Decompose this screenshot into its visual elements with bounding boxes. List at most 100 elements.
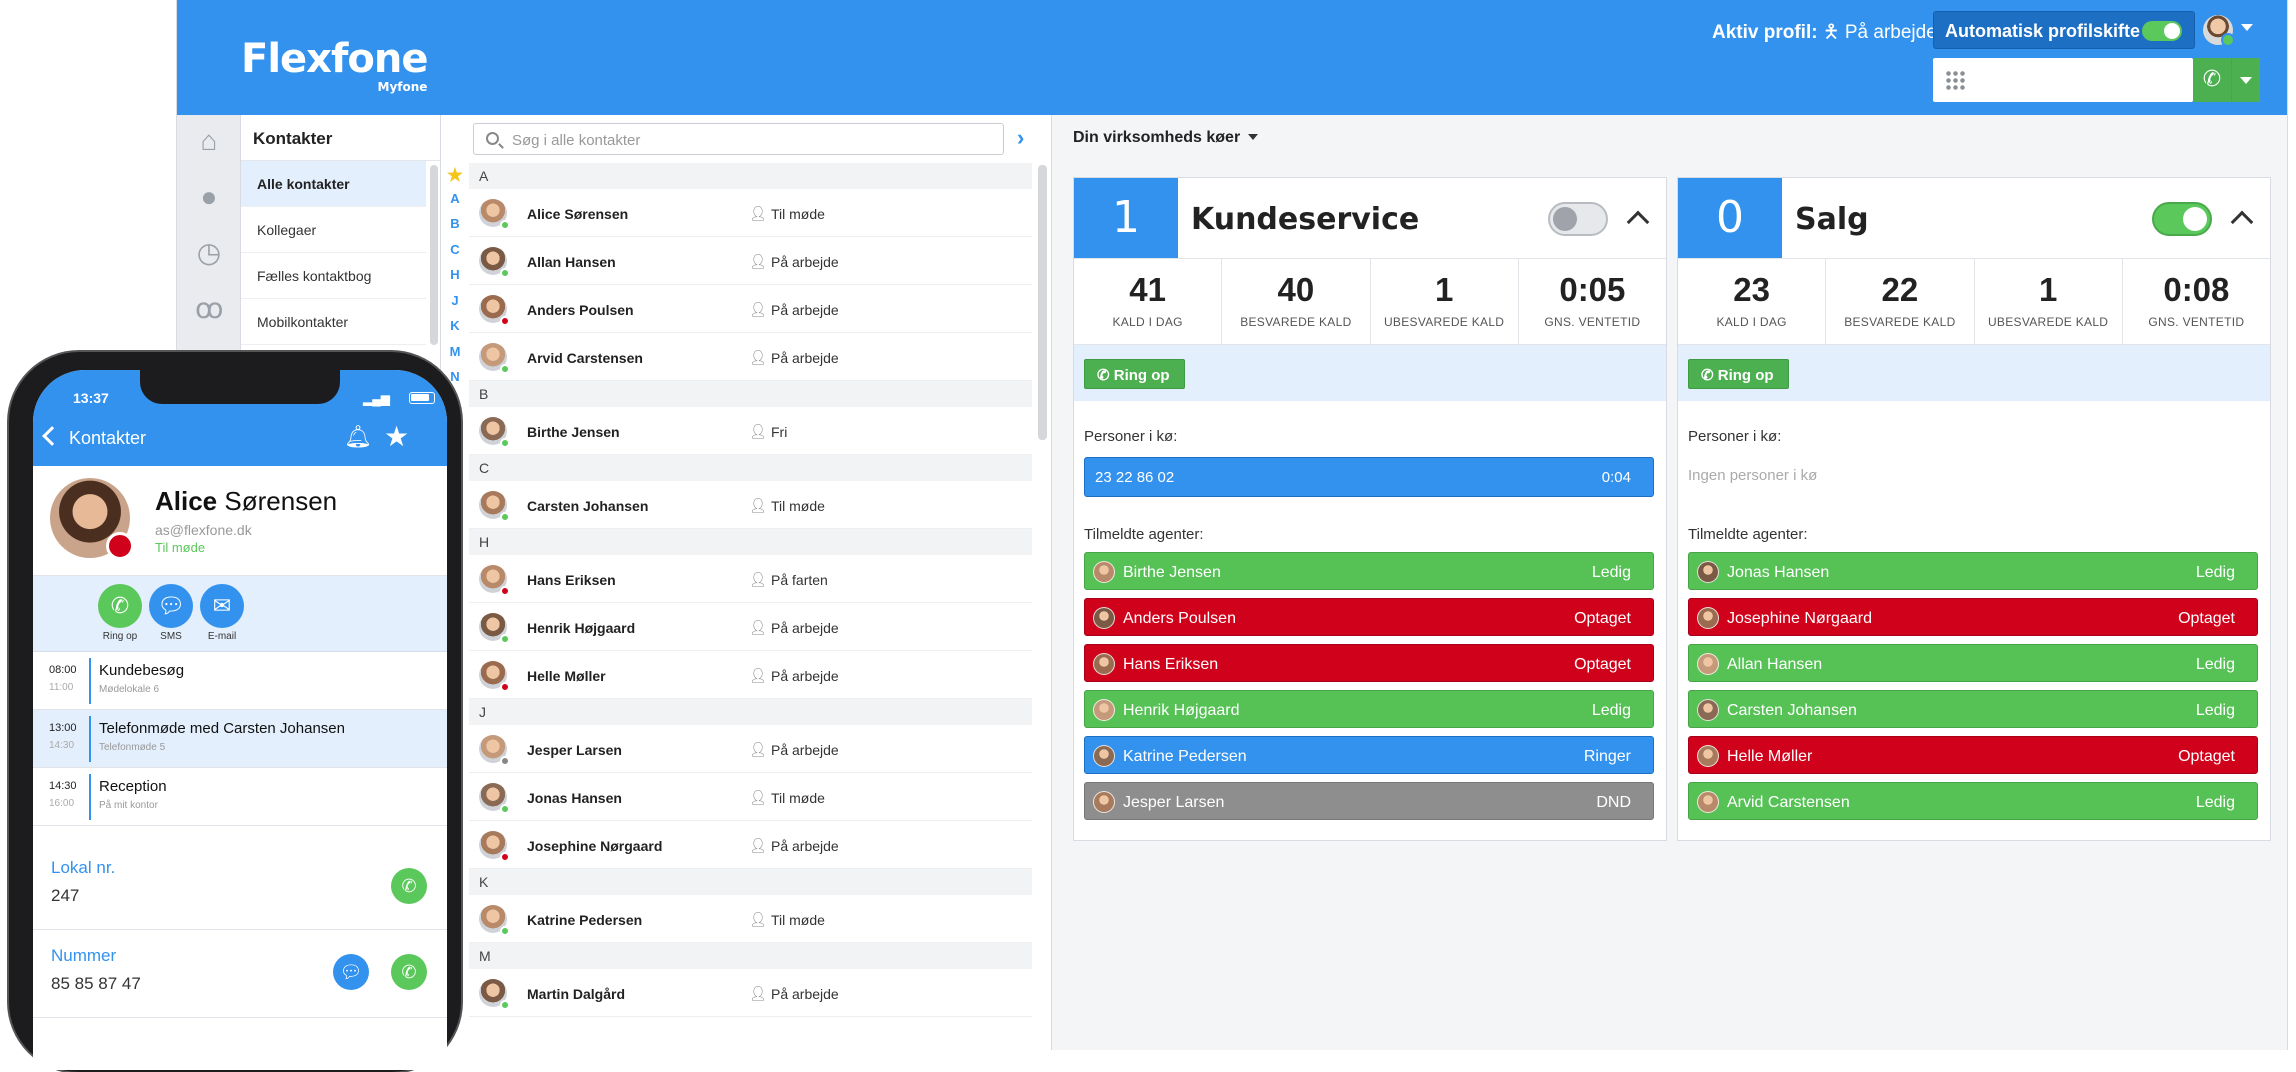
agent-row[interactable]: Birthe Jensen Ledig	[1084, 552, 1654, 590]
presence-dot	[500, 1000, 510, 1010]
dial-options-button[interactable]	[2232, 58, 2260, 102]
queues-header[interactable]: Din virksomheds køer	[1073, 129, 1258, 147]
chevron-up-icon[interactable]	[2230, 210, 2254, 234]
alphabet-letter[interactable]: B	[450, 216, 460, 231]
chevron-up-icon[interactable]	[1626, 210, 1650, 234]
agent-row[interactable]: Allan Hansen Ledig	[1688, 644, 2258, 682]
contact-row[interactable]: Katrine Pedersen 👤︎ Til møde	[469, 895, 1032, 943]
contact-name: Anders Poulsen	[527, 302, 634, 318]
call-number-button[interactable]: ✆	[391, 954, 427, 990]
contact-row[interactable]: Helle Møller 👤︎ På arbejde	[469, 651, 1032, 699]
favorites-star-icon[interactable]: ★	[446, 165, 464, 185]
agent-row[interactable]: Josephine Nørgaard Optaget	[1688, 598, 2258, 636]
contact-row[interactable]: Allan Hansen 👤︎ På arbejde	[469, 237, 1032, 285]
presence-dot	[500, 364, 510, 374]
avatar[interactable]	[2203, 15, 2235, 47]
dialer-input[interactable]	[1933, 58, 2193, 102]
search-input[interactable]: Søg i alle kontakter	[473, 123, 1004, 155]
agent-row[interactable]: Helle Møller Optaget	[1688, 736, 2258, 774]
contacts-icon[interactable]: ●	[200, 181, 218, 212]
agent-row[interactable]: Arvid Carstensen Ledig	[1688, 782, 2258, 820]
alphabet-letter[interactable]: M	[449, 343, 461, 359]
person-icon: 👤︎	[749, 571, 767, 587]
section-header: C	[469, 455, 1032, 481]
alphabet-letter[interactable]: A	[450, 190, 460, 206]
back-button[interactable]: Kontakter	[45, 428, 146, 449]
bell-icon[interactable]: 🔔︎	[344, 424, 372, 449]
avatar	[1697, 745, 1719, 767]
agent-row[interactable]: Jesper Larsen DND	[1084, 782, 1654, 820]
contact-name: Alice Sørensen	[155, 486, 338, 516]
queue-toggle[interactable]	[2152, 202, 2212, 236]
presence-dot	[500, 682, 510, 692]
scrollbar[interactable]	[1038, 165, 1047, 440]
contact-row[interactable]: Jesper Larsen 👤︎ På arbejde	[469, 725, 1032, 773]
active-profile[interactable]: Aktiv profil: 🯅 På arbejde	[1712, 22, 1937, 43]
alphabet-letter[interactable]: K	[450, 318, 460, 333]
phone-icon[interactable]: ✆	[98, 584, 142, 628]
contact-row[interactable]: Arvid Carstensen 👤︎ På arbejde	[469, 333, 1032, 381]
nav-item-all[interactable]: Alle kontakter	[241, 161, 426, 207]
mail-icon[interactable]: ✉	[200, 584, 244, 628]
contact-name: Helle Møller	[527, 668, 606, 684]
auto-profile-switch[interactable]: Automatisk profilskifte	[1933, 11, 2195, 49]
alphabet-letter[interactable]: C	[450, 241, 460, 257]
contact-row[interactable]: Hans Eriksen 👤︎ På farten	[469, 555, 1032, 603]
scrollbar[interactable]	[430, 165, 438, 345]
chat-icon[interactable]: 💬︎	[149, 584, 193, 628]
chevron-down-icon[interactable]	[2241, 24, 2253, 37]
sms-number-button[interactable]: 💬︎	[333, 954, 369, 990]
alphabet-letter[interactable]: J	[451, 292, 459, 308]
agent-row[interactable]: Jonas Hansen Ledig	[1688, 552, 2258, 590]
person-icon: 👤︎	[749, 741, 767, 757]
contact-row[interactable]: Alice Sørensen 👤︎ Til møde	[469, 189, 1032, 237]
agent-row[interactable]: Katrine Pedersen Ringer	[1084, 736, 1654, 774]
call-local-button[interactable]: ✆	[391, 868, 427, 904]
waiting-caller[interactable]: 23 22 86 02 0:04	[1084, 457, 1654, 497]
chevron-right-icon[interactable]: ›	[1017, 125, 1025, 150]
calendar-event[interactable]: 08:00 11:00 Kundebesøg Mødelokale 6	[33, 652, 447, 710]
contact-row[interactable]: Carsten Johansen 👤︎ Til møde	[469, 481, 1032, 529]
dial-button[interactable]: ✆	[2193, 58, 2231, 102]
avatar	[1093, 745, 1115, 767]
calendar-event[interactable]: 14:30 16:00 Reception På mit kontor	[33, 768, 447, 826]
call-action[interactable]: ✆ Ring op	[85, 584, 155, 642]
contact-name: Josephine Nørgaard	[527, 838, 663, 854]
calendar-event[interactable]: 13:00 14:30 Telefonmøde med Carsten Johan…	[33, 710, 447, 768]
agent-row[interactable]: Carsten Johansen Ledig	[1688, 690, 2258, 728]
nav-item-colleagues[interactable]: Kollegaer	[241, 207, 426, 253]
contact-row[interactable]: Henrik Højgaard 👤︎ På arbejde	[469, 603, 1032, 651]
ring-op-button[interactable]: ✆ Ring op	[1084, 359, 1185, 389]
history-icon[interactable]: ◷	[196, 237, 222, 268]
contact-status: På arbejde	[771, 742, 839, 758]
alphabet-letter[interactable]: H	[450, 267, 460, 282]
star-icon[interactable]: ★	[384, 421, 410, 452]
agent-list: Birthe Jensen Ledig Anders Poulsen Optaget H…	[1084, 552, 1654, 828]
contact-row[interactable]: Josephine Nørgaard 👤︎ På arbejde	[469, 821, 1032, 869]
email-action[interactable]: ✉ E-mail	[187, 584, 257, 642]
voicemail-icon[interactable]: ꝏ	[195, 293, 224, 324]
queue-card: 1 Kundeservice 41 KALD I DAG 40 BESVAREDE K…	[1073, 177, 1667, 841]
phone-icon: ✆	[1097, 367, 1110, 384]
contact-row[interactable]: Anders Poulsen 👤︎ På arbejde	[469, 285, 1032, 333]
contact-row[interactable]: Birthe Jensen 👤︎ Fri	[469, 407, 1032, 455]
auto-switch-toggle[interactable]	[2142, 21, 2182, 41]
agent-row[interactable]: Hans Eriksen Optaget	[1084, 644, 1654, 682]
queue-toggle[interactable]	[1548, 202, 1608, 236]
nav-item-mobile[interactable]: Mobilkontakter	[241, 299, 426, 345]
contact-list: A Alice Sørensen 👤︎ Til møde Allan Hanse…	[469, 163, 1032, 1017]
home-icon[interactable]: ⌂	[200, 125, 218, 156]
contact-row[interactable]: Martin Dalgård 👤︎ På arbejde	[469, 969, 1032, 1017]
ring-op-button[interactable]: ✆ Ring op	[1688, 359, 1789, 389]
person-icon: 👤︎	[749, 837, 767, 853]
contact-email[interactable]: as@flexfone.dk	[155, 522, 252, 538]
agent-row[interactable]: Anders Poulsen Optaget	[1084, 598, 1654, 636]
keypad-icon[interactable]	[1945, 70, 1965, 90]
phone-mockup: 13:37 ▂▄▆ Kontakter 🔔︎ ★ Alice Sørensen …	[9, 352, 461, 1072]
contact-row[interactable]: Jonas Hansen 👤︎ Til møde	[469, 773, 1032, 821]
alphabet-letter[interactable]: N	[450, 369, 460, 384]
nav-item-shared[interactable]: Fælles kontaktbog	[241, 253, 426, 299]
person-icon: 👤︎	[749, 911, 767, 927]
sms-action[interactable]: 💬︎ SMS	[136, 584, 206, 642]
agent-row[interactable]: Henrik Højgaard Ledig	[1084, 690, 1654, 728]
